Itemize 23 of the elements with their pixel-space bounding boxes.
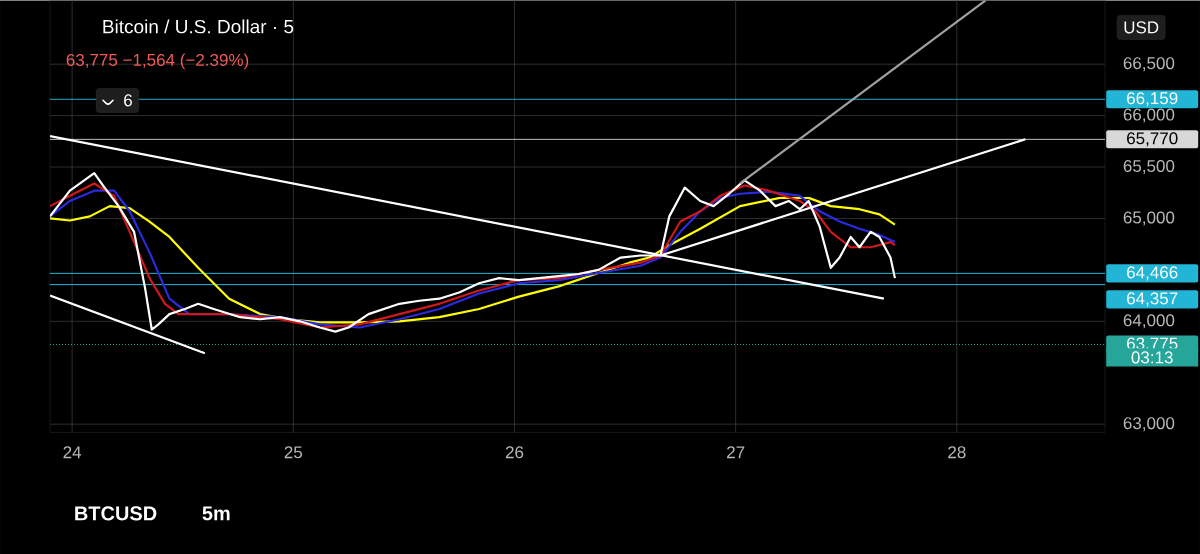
text: BTCUSD	[75, 506, 157, 521]
y-tick-label: 66,000	[1123, 108, 1175, 123]
annotation: 63,775 −1,564 (−2.39%)	[66, 53, 249, 70]
x-tick-label: 25	[284, 446, 303, 459]
ref-line-label: 65,770	[1127, 132, 1178, 147]
annotation: 6	[124, 94, 132, 107]
ref-line-label: 64,357	[1127, 292, 1178, 307]
y-tick-label: 65,000	[1123, 211, 1175, 226]
y-tick-label: 64,000	[1123, 314, 1175, 329]
ref-line-label: 63,775	[1127, 337, 1178, 352]
x-tick-label: 28	[948, 446, 966, 459]
y-tick-label: 63,000	[1123, 416, 1175, 431]
text: USD	[1124, 21, 1159, 34]
x-tick-label: 26	[505, 446, 524, 459]
text: 5m	[202, 506, 230, 521]
x-tick-label: 24	[63, 446, 82, 458]
text: Bitcoin / U.S. Dollar · 5	[103, 19, 294, 34]
text: 03:13	[1131, 351, 1173, 364]
x-tick-label: 27	[727, 446, 745, 458]
ref-line-label: 64,466	[1127, 266, 1178, 281]
y-tick-label: 65,500	[1123, 159, 1175, 174]
y-tick-label: 66,500	[1123, 56, 1175, 72]
ref-line-label: 66,159	[1127, 91, 1178, 107]
